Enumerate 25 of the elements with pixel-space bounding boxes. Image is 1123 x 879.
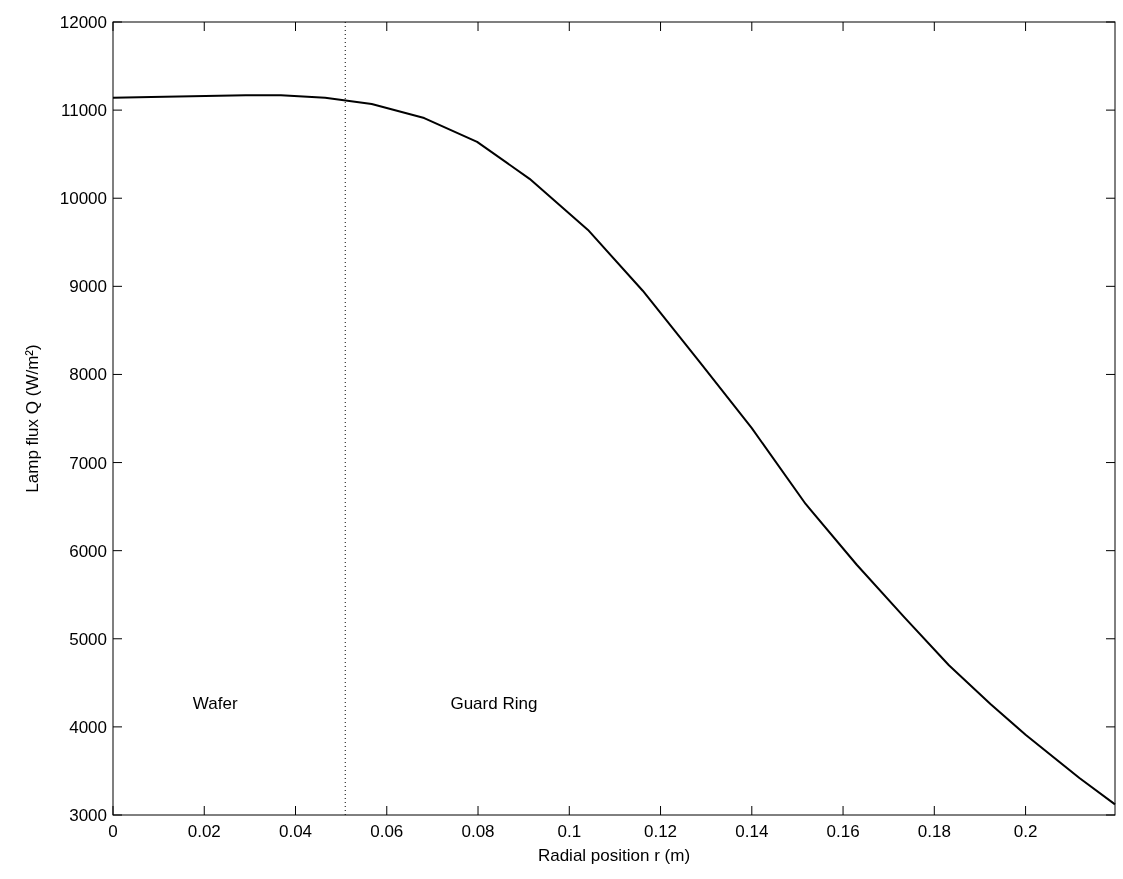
y-tick-label: 10000 <box>59 189 107 209</box>
y-axis-title: Lamp flux Q (W/m²) <box>23 344 42 493</box>
x-tick-label: 0 <box>108 822 118 841</box>
annotation: Guard Ring <box>450 693 538 713</box>
y-tick-label: 6000 <box>69 541 107 561</box>
x-tick-label: 0.08 <box>461 822 495 841</box>
x-tick-label: 0.18 <box>917 822 951 841</box>
x-tick-label: 0.14 <box>735 822 769 841</box>
y-tick-label: 12000 <box>59 13 107 32</box>
x-tick-label: 0.04 <box>278 822 313 841</box>
y-tick-label: 4000 <box>69 717 107 737</box>
x-tick-label: 0.06 <box>370 822 404 841</box>
x-tick-label: 0.2 <box>1013 822 1038 841</box>
y-tick-label: 8000 <box>69 365 107 385</box>
y-tick-label: 7000 <box>69 453 107 473</box>
y-tick-label: 11000 <box>60 101 107 121</box>
x-tick-label: 0.16 <box>826 822 860 841</box>
y-tick-label: 5000 <box>69 629 107 649</box>
y-tick-label: 3000 <box>69 806 107 825</box>
x-axis-title: Radial position r (m) <box>537 846 691 865</box>
x-tick-label: 0.02 <box>187 822 221 841</box>
x-tick-label: 0.1 <box>557 822 582 841</box>
annotation: Wafer <box>192 693 238 713</box>
x-tick-label: 0.12 <box>643 822 678 841</box>
y-tick-label: 9000 <box>69 277 107 297</box>
